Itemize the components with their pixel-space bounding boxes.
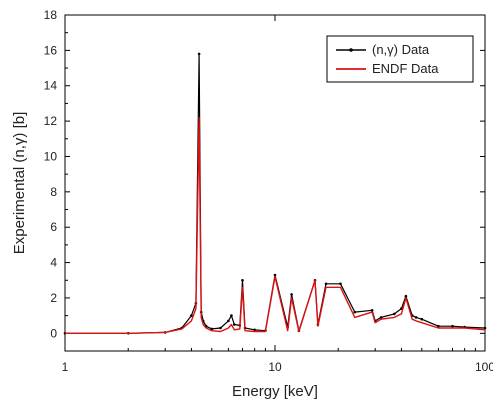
- x-axis-title: Energy [keV]: [232, 383, 318, 400]
- legend-label-ng-data: (n,γ) Data: [372, 42, 430, 57]
- data-point-ng-data: [233, 323, 236, 326]
- legend: (n,γ) Data ENDF Data: [326, 35, 474, 83]
- data-point-ng-data: [451, 324, 454, 328]
- x-tick-label: 1: [62, 360, 69, 374]
- y-tick-label: 0: [50, 326, 57, 340]
- data-point-ng-data: [241, 279, 244, 282]
- y-tick-label: 2: [50, 291, 57, 305]
- legend-marker-ng-data: [349, 48, 353, 52]
- y-tick-label: 10: [44, 149, 58, 163]
- data-point-ng-data: [230, 314, 233, 317]
- data-point-ng-data: [414, 316, 418, 319]
- y-tick-label: 12: [44, 114, 58, 128]
- axis-ticks: 0 2 4 6 8 10 12 14 16 18 1 10 100: [44, 8, 493, 374]
- y-tick-label: 16: [44, 43, 58, 57]
- data-point-ng-data: [190, 314, 193, 317]
- data-point-ng-data: [353, 310, 357, 314]
- y-tick-label: 8: [50, 185, 57, 199]
- data-point-ng-data: [210, 327, 214, 331]
- x-tick-label: 100: [475, 360, 493, 374]
- data-point-ng-data: [483, 326, 487, 330]
- series-line-endf-data: [65, 116, 486, 334]
- series-line-ng-data: [65, 53, 486, 334]
- data-point-ng-data: [324, 282, 328, 286]
- data-point-ng-data: [197, 52, 201, 56]
- legend-label-endf-data: ENDF Data: [372, 61, 439, 76]
- data-point-ng-data: [253, 328, 256, 332]
- data-point-ng-data: [339, 282, 342, 286]
- data-point-ng-data: [290, 293, 293, 296]
- y-tick-label: 14: [44, 79, 58, 93]
- x-tick-label: 10: [268, 360, 282, 374]
- y-tick-label: 18: [44, 8, 58, 22]
- y-tick-label: 6: [50, 220, 57, 234]
- data-point-ng-data: [393, 312, 396, 316]
- y-axis-title: Experimental (n,γ) [b]: [11, 112, 28, 255]
- data-point-ng-data: [273, 273, 277, 277]
- data-point-ng-data: [370, 309, 374, 312]
- data-point-ng-data: [420, 317, 424, 321]
- data-point-ng-data: [404, 294, 408, 298]
- data-point-ng-data: [437, 324, 440, 328]
- data-point-ng-data: [379, 316, 383, 319]
- legend-box: [326, 35, 474, 83]
- data-point-ng-data: [219, 326, 222, 330]
- y-tick-label: 4: [50, 256, 57, 270]
- series-layer: [63, 52, 487, 335]
- data-point-ng-data: [227, 319, 230, 323]
